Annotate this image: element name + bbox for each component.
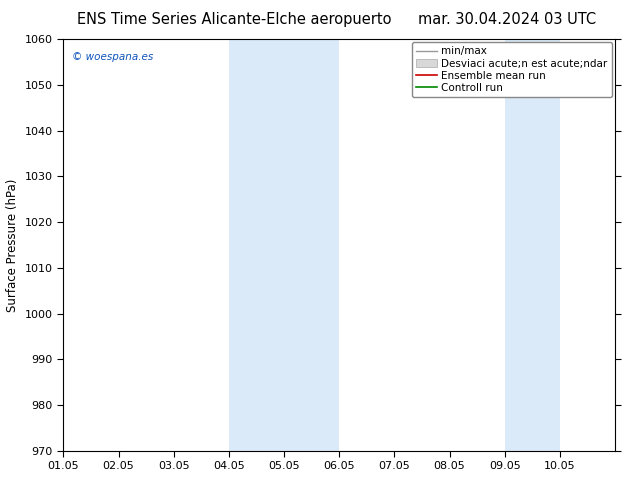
Text: © woespana.es: © woespana.es — [72, 51, 153, 62]
Text: ENS Time Series Alicante-Elche aeropuerto: ENS Time Series Alicante-Elche aeropuert… — [77, 12, 392, 27]
Bar — [229, 39, 284, 451]
Text: mar. 30.04.2024 03 UTC: mar. 30.04.2024 03 UTC — [418, 12, 596, 27]
Bar — [505, 39, 560, 451]
Bar — [284, 39, 339, 451]
Legend: min/max, Desviaci acute;n est acute;ndar, Ensemble mean run, Controll run: min/max, Desviaci acute;n est acute;ndar… — [412, 42, 612, 97]
Y-axis label: Surface Pressure (hPa): Surface Pressure (hPa) — [6, 178, 19, 312]
